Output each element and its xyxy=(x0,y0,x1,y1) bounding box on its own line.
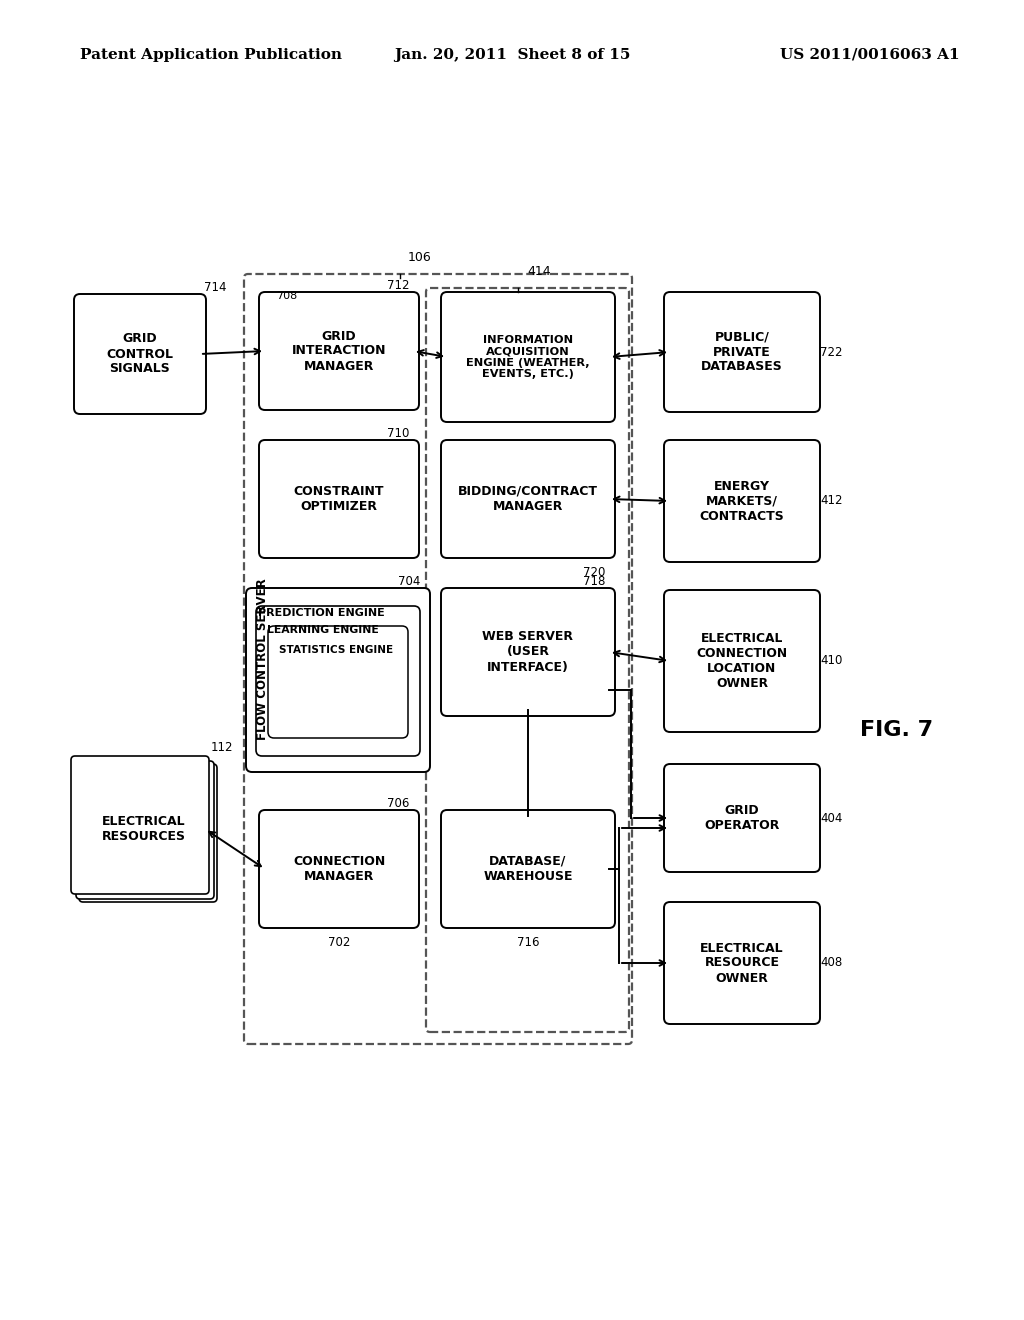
Text: STATISTICS ENGINE: STATISTICS ENGINE xyxy=(279,645,393,655)
FancyBboxPatch shape xyxy=(259,292,419,411)
Text: 112: 112 xyxy=(211,741,233,754)
Text: CONSTRAINT
OPTIMIZER: CONSTRAINT OPTIMIZER xyxy=(294,484,384,513)
Text: INFORMATION
ACQUISITION
ENGINE (WEATHER,
EVENTS, ETC.): INFORMATION ACQUISITION ENGINE (WEATHER,… xyxy=(466,334,590,379)
FancyBboxPatch shape xyxy=(664,590,820,733)
Text: ELECTRICAL
RESOURCES: ELECTRICAL RESOURCES xyxy=(102,814,186,843)
FancyBboxPatch shape xyxy=(259,440,419,558)
FancyBboxPatch shape xyxy=(268,626,408,738)
Text: 410: 410 xyxy=(820,655,843,668)
FancyBboxPatch shape xyxy=(79,764,217,902)
Text: FLOW CONTROL SERVER: FLOW CONTROL SERVER xyxy=(256,578,268,741)
Text: CONNECTION
MANAGER: CONNECTION MANAGER xyxy=(293,855,385,883)
Text: FIG. 7: FIG. 7 xyxy=(860,719,933,741)
Text: 720: 720 xyxy=(583,566,605,579)
Text: PREDICTION ENGINE: PREDICTION ENGINE xyxy=(258,609,385,618)
Text: WEB SERVER
(USER
INTERFACE): WEB SERVER (USER INTERFACE) xyxy=(482,631,573,673)
Text: 714: 714 xyxy=(204,281,226,294)
Text: 718: 718 xyxy=(583,576,605,587)
Text: GRID
INTERACTION
MANAGER: GRID INTERACTION MANAGER xyxy=(292,330,386,372)
Text: ELECTRICAL
RESOURCE
OWNER: ELECTRICAL RESOURCE OWNER xyxy=(700,941,783,985)
FancyBboxPatch shape xyxy=(664,292,820,412)
FancyBboxPatch shape xyxy=(441,292,615,422)
FancyBboxPatch shape xyxy=(256,606,420,756)
Text: 702: 702 xyxy=(328,936,350,949)
Text: 710: 710 xyxy=(387,426,409,440)
Text: 722: 722 xyxy=(820,346,843,359)
Text: GRID
CONTROL
SIGNALS: GRID CONTROL SIGNALS xyxy=(106,333,173,375)
Text: 106: 106 xyxy=(408,251,431,264)
FancyBboxPatch shape xyxy=(259,810,419,928)
Text: LEARNING ENGINE: LEARNING ENGINE xyxy=(267,624,379,635)
Text: 412: 412 xyxy=(820,495,843,507)
Text: ELECTRICAL
CONNECTION
LOCATION
OWNER: ELECTRICAL CONNECTION LOCATION OWNER xyxy=(696,632,787,690)
Text: PUBLIC/
PRIVATE
DATABASES: PUBLIC/ PRIVATE DATABASES xyxy=(701,330,783,374)
Text: 712: 712 xyxy=(386,279,409,292)
Text: Jan. 20, 2011  Sheet 8 of 15: Jan. 20, 2011 Sheet 8 of 15 xyxy=(394,48,630,62)
FancyBboxPatch shape xyxy=(441,440,615,558)
Text: 414: 414 xyxy=(527,265,551,279)
FancyBboxPatch shape xyxy=(664,764,820,873)
Text: 704: 704 xyxy=(397,576,420,587)
FancyBboxPatch shape xyxy=(441,587,615,715)
Text: 708: 708 xyxy=(276,290,297,301)
Text: DATABASE/
WAREHOUSE: DATABASE/ WAREHOUSE xyxy=(483,855,572,883)
Text: 716: 716 xyxy=(517,936,540,949)
Text: 706: 706 xyxy=(387,797,409,810)
FancyBboxPatch shape xyxy=(246,587,430,772)
FancyBboxPatch shape xyxy=(71,756,209,894)
Text: ENERGY
MARKETS/
CONTRACTS: ENERGY MARKETS/ CONTRACTS xyxy=(699,479,784,523)
Text: GRID
OPERATOR: GRID OPERATOR xyxy=(705,804,779,832)
FancyBboxPatch shape xyxy=(76,762,214,899)
FancyBboxPatch shape xyxy=(441,810,615,928)
FancyBboxPatch shape xyxy=(74,294,206,414)
Text: 408: 408 xyxy=(820,957,843,969)
FancyBboxPatch shape xyxy=(664,902,820,1024)
Text: 404: 404 xyxy=(820,812,843,825)
Text: US 2011/0016063 A1: US 2011/0016063 A1 xyxy=(780,48,961,62)
Text: BIDDING/CONTRACT
MANAGER: BIDDING/CONTRACT MANAGER xyxy=(458,484,598,513)
FancyBboxPatch shape xyxy=(664,440,820,562)
Text: Patent Application Publication: Patent Application Publication xyxy=(80,48,342,62)
